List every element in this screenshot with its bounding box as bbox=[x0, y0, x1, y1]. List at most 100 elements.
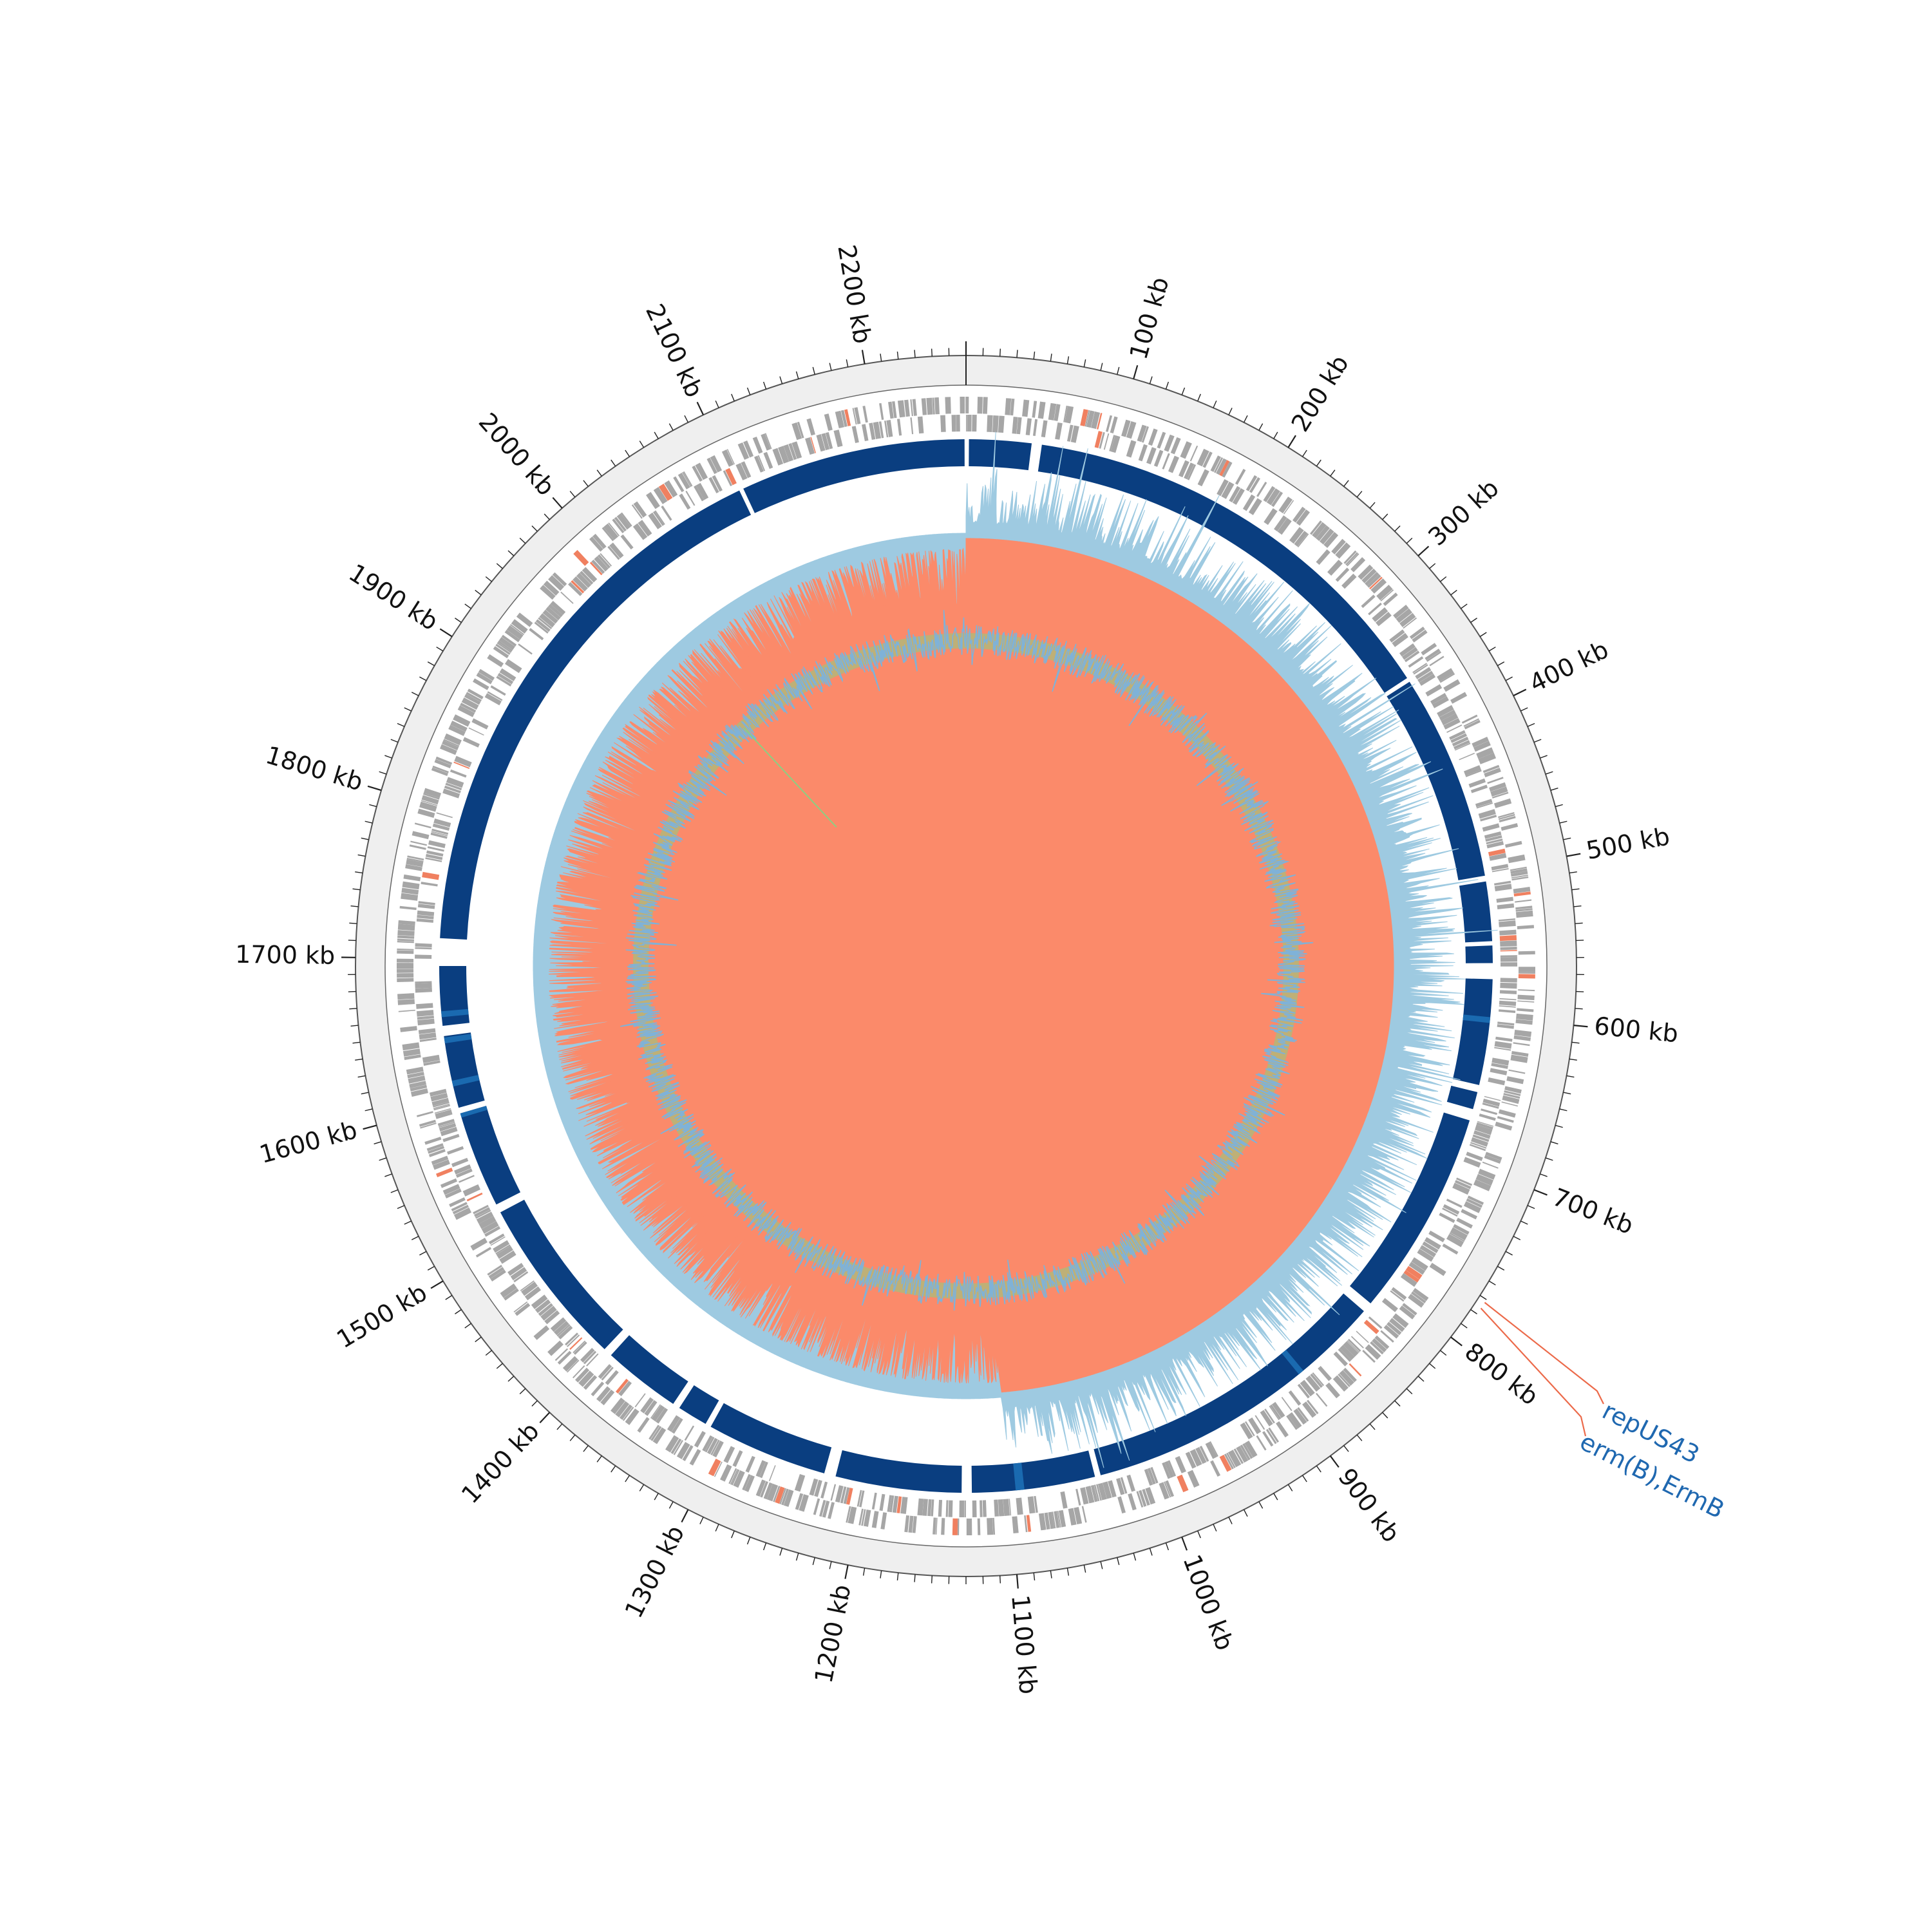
gene-feature bbox=[1504, 1090, 1521, 1097]
gene-feature bbox=[619, 1404, 633, 1420]
gene-feature bbox=[1461, 714, 1478, 724]
gene-feature bbox=[1286, 1415, 1298, 1430]
gene-feature bbox=[1499, 1005, 1516, 1008]
gene-feature bbox=[1335, 542, 1351, 559]
gene-feature bbox=[435, 1168, 453, 1178]
gene-feature bbox=[1248, 498, 1262, 515]
gene-feature bbox=[763, 451, 773, 469]
gene-feature bbox=[493, 646, 509, 659]
gene-feature bbox=[439, 1121, 455, 1128]
gene-feature bbox=[431, 828, 449, 835]
gene-feature bbox=[402, 881, 420, 890]
gene-feature bbox=[1052, 1511, 1056, 1529]
gene-feature bbox=[1446, 1198, 1463, 1208]
gene-feature bbox=[1358, 564, 1374, 580]
gene-feature bbox=[1070, 425, 1079, 443]
gene-feature bbox=[1012, 417, 1018, 434]
gene-feature bbox=[1341, 573, 1357, 589]
gene-feature bbox=[1452, 1182, 1470, 1195]
gene-feature bbox=[863, 1509, 871, 1527]
gene-feature bbox=[1439, 1212, 1455, 1224]
gene-feature bbox=[1443, 717, 1461, 730]
gene-feature bbox=[1009, 1499, 1012, 1516]
gene-feature bbox=[773, 1486, 781, 1502]
minor-tick bbox=[390, 739, 399, 743]
gene-feature bbox=[1500, 978, 1517, 983]
gene-feature bbox=[820, 1481, 828, 1499]
scale-label: 1700 kb bbox=[235, 940, 336, 970]
minor-tick bbox=[1488, 647, 1496, 652]
gene-feature bbox=[1446, 1234, 1464, 1247]
gene-feature bbox=[1137, 424, 1147, 442]
gene-feature bbox=[431, 1097, 450, 1106]
gene-feature bbox=[1372, 607, 1388, 622]
gene-feature bbox=[425, 857, 442, 862]
gene-feature bbox=[1503, 1093, 1520, 1099]
gene-feature bbox=[1116, 1477, 1125, 1495]
gene-feature bbox=[682, 1444, 694, 1461]
minor-tick bbox=[411, 1236, 419, 1240]
minor-tick bbox=[1497, 1265, 1505, 1271]
gc-skew-line bbox=[620, 610, 1314, 1311]
gene-feature bbox=[1219, 1454, 1232, 1472]
gene-feature bbox=[733, 1470, 745, 1488]
gene-feature bbox=[1248, 1417, 1262, 1434]
gene-feature bbox=[542, 609, 558, 624]
gene-feature bbox=[428, 1146, 445, 1154]
minor-tick bbox=[1440, 576, 1447, 582]
minor-tick bbox=[350, 905, 359, 907]
gene-feature bbox=[1343, 1341, 1359, 1357]
gene-feature bbox=[521, 1282, 538, 1296]
gene-feature bbox=[992, 415, 999, 433]
gene-feature bbox=[781, 1488, 789, 1506]
gene-feature bbox=[683, 471, 693, 487]
major-tick bbox=[1133, 365, 1139, 379]
gene-feature bbox=[554, 1348, 569, 1361]
gene-feature bbox=[1109, 435, 1115, 451]
gene-feature bbox=[467, 688, 484, 699]
major-tick bbox=[363, 1124, 377, 1130]
minor-tick bbox=[496, 563, 503, 569]
gene-feature bbox=[830, 1484, 837, 1501]
scale-label: 1400 kb bbox=[456, 1417, 545, 1509]
gene-feature bbox=[451, 1157, 469, 1168]
gene-feature bbox=[1106, 415, 1113, 432]
gene-feature bbox=[1484, 1095, 1501, 1101]
gene-feature bbox=[497, 642, 512, 653]
minor-tick bbox=[355, 1058, 363, 1061]
gene-feature bbox=[1224, 1454, 1234, 1470]
minor-tick bbox=[1569, 1058, 1577, 1061]
gene-feature bbox=[1096, 1484, 1102, 1501]
minor-tick bbox=[348, 940, 356, 942]
gene-feature bbox=[1256, 482, 1267, 497]
gene-feature bbox=[965, 396, 969, 414]
gene-feature bbox=[632, 523, 648, 540]
major-tick bbox=[439, 628, 453, 638]
minor-tick bbox=[715, 1524, 719, 1532]
major-tick bbox=[1573, 1025, 1588, 1028]
gene-feature bbox=[1085, 1486, 1095, 1504]
minor-tick bbox=[384, 755, 392, 759]
minor-tick bbox=[1258, 423, 1264, 431]
gene-feature bbox=[436, 812, 453, 819]
gene-feature bbox=[583, 1350, 597, 1365]
gene-feature bbox=[531, 1294, 548, 1309]
gene-feature bbox=[1464, 719, 1481, 730]
gene-feature bbox=[600, 553, 612, 567]
gene-feature bbox=[888, 401, 894, 419]
gene-feature bbox=[1380, 1330, 1394, 1343]
gene-feature bbox=[1347, 1340, 1360, 1353]
minor-tick bbox=[1470, 1309, 1477, 1314]
gene-feature bbox=[644, 1400, 658, 1416]
gene-feature bbox=[422, 1054, 440, 1063]
gene-feature bbox=[665, 1435, 679, 1453]
gene-feature bbox=[1055, 422, 1063, 440]
gene-feature bbox=[912, 1516, 917, 1533]
gene-feature bbox=[1498, 813, 1515, 820]
minor-tick bbox=[1406, 537, 1413, 544]
gene-feature bbox=[1302, 1401, 1317, 1418]
gene-feature bbox=[910, 399, 913, 417]
minor-tick bbox=[715, 400, 719, 408]
gene-feature bbox=[1222, 461, 1233, 478]
gene-feature bbox=[558, 1325, 573, 1340]
